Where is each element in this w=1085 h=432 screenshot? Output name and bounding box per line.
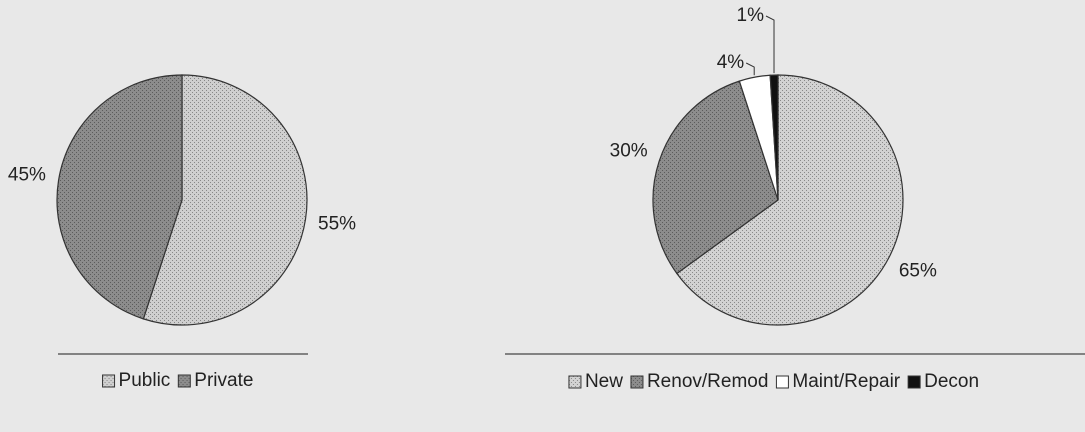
legend-swatch xyxy=(907,375,921,389)
legend-swatch xyxy=(177,374,191,388)
pie-slice xyxy=(676,74,904,326)
pie-slice xyxy=(56,74,183,320)
pie-slice xyxy=(769,74,779,201)
legend-label: Decon xyxy=(924,371,979,392)
slice-label: 4% xyxy=(717,52,745,73)
legend-swatch xyxy=(568,375,582,389)
legend-swatch xyxy=(102,374,116,388)
slice-label: 65% xyxy=(899,260,937,281)
pie-slice xyxy=(652,80,779,275)
leader-line xyxy=(745,62,755,76)
slice-label: 1% xyxy=(737,5,765,26)
legend-label: Private xyxy=(194,370,253,391)
legend: New Renov/Remod Maint/Repair Decon xyxy=(568,371,979,392)
legend-label: Maint/Repair xyxy=(792,371,900,392)
pie-slice xyxy=(142,74,308,326)
legend-swatch xyxy=(775,375,789,389)
legend-swatch xyxy=(630,375,644,389)
legend-label: Public xyxy=(119,370,171,391)
slice-label: 30% xyxy=(610,140,648,161)
legend-label: New xyxy=(585,371,623,392)
leader-line xyxy=(765,15,775,74)
slice-label: 45% xyxy=(8,164,46,185)
legend-label: Renov/Remod xyxy=(647,371,768,392)
legend: Public Private xyxy=(102,370,253,391)
slice-label: 55% xyxy=(318,214,356,235)
